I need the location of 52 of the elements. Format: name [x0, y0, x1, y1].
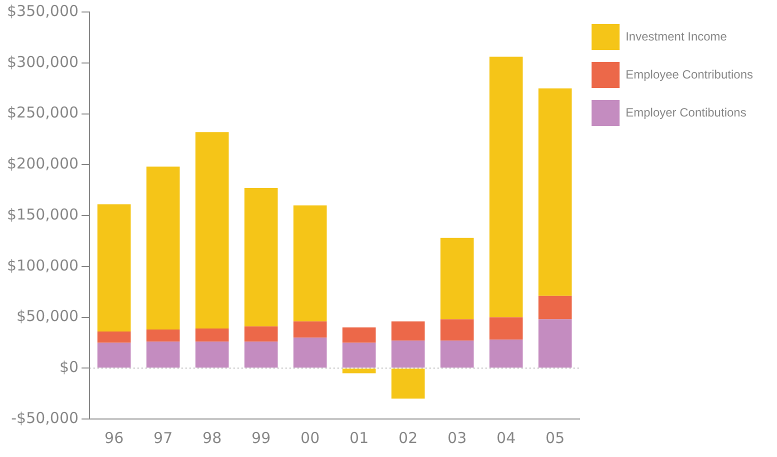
y-tick-label: $50,000 — [16, 307, 79, 326]
bar — [489, 340, 523, 368]
bar — [244, 188, 278, 326]
x-tick-label: 98 — [202, 428, 222, 447]
x-tick-label: 03 — [448, 428, 467, 447]
bar — [440, 340, 474, 368]
bar — [97, 342, 131, 368]
bar — [146, 329, 180, 342]
bar — [97, 204, 131, 332]
bar — [146, 166, 180, 330]
bar — [146, 342, 180, 368]
bar — [440, 238, 474, 320]
bar — [195, 132, 229, 328]
bar — [538, 319, 572, 368]
x-tick-label: 04 — [496, 428, 516, 447]
bar — [489, 56, 523, 318]
bar — [293, 321, 327, 338]
bar — [342, 368, 376, 374]
bar — [293, 205, 327, 322]
y-tick-label: $300,000 — [6, 52, 79, 71]
y-tick-label: $100,000 — [6, 256, 79, 274]
x-tick-label: 02 — [398, 428, 418, 447]
bar — [342, 327, 376, 343]
bar — [195, 342, 229, 368]
bar — [440, 319, 474, 341]
x-tick-label: 01 — [350, 428, 369, 447]
bar — [391, 340, 425, 368]
x-tick-label: 05 — [546, 428, 565, 447]
x-tick-label: 97 — [154, 428, 173, 447]
bar — [244, 342, 278, 368]
y-tick-label: $0 — [59, 358, 79, 376]
bar — [244, 326, 278, 342]
bar — [391, 368, 425, 399]
y-tick-label: $200,000 — [6, 154, 79, 173]
legend-label: Employer Contibutions — [626, 105, 746, 120]
bar — [489, 317, 523, 340]
bar — [195, 328, 229, 342]
bar — [538, 88, 572, 296]
bar — [538, 296, 572, 320]
bar — [293, 338, 327, 368]
legend-label: Employee Contributions — [626, 67, 754, 82]
x-tick-label: 96 — [104, 428, 124, 447]
y-tick-label: $150,000 — [6, 205, 79, 224]
bar — [391, 321, 425, 341]
y-tick-label: $250,000 — [6, 104, 79, 122]
legend-label: Investment Income — [626, 29, 728, 44]
y-tick-label: $350,000 — [6, 2, 79, 20]
bar — [97, 331, 131, 343]
y-tick-label: -$50,000 — [11, 408, 79, 427]
bar — [342, 342, 376, 368]
x-tick-label: 99 — [252, 428, 271, 447]
x-tick-label: 00 — [300, 428, 320, 447]
